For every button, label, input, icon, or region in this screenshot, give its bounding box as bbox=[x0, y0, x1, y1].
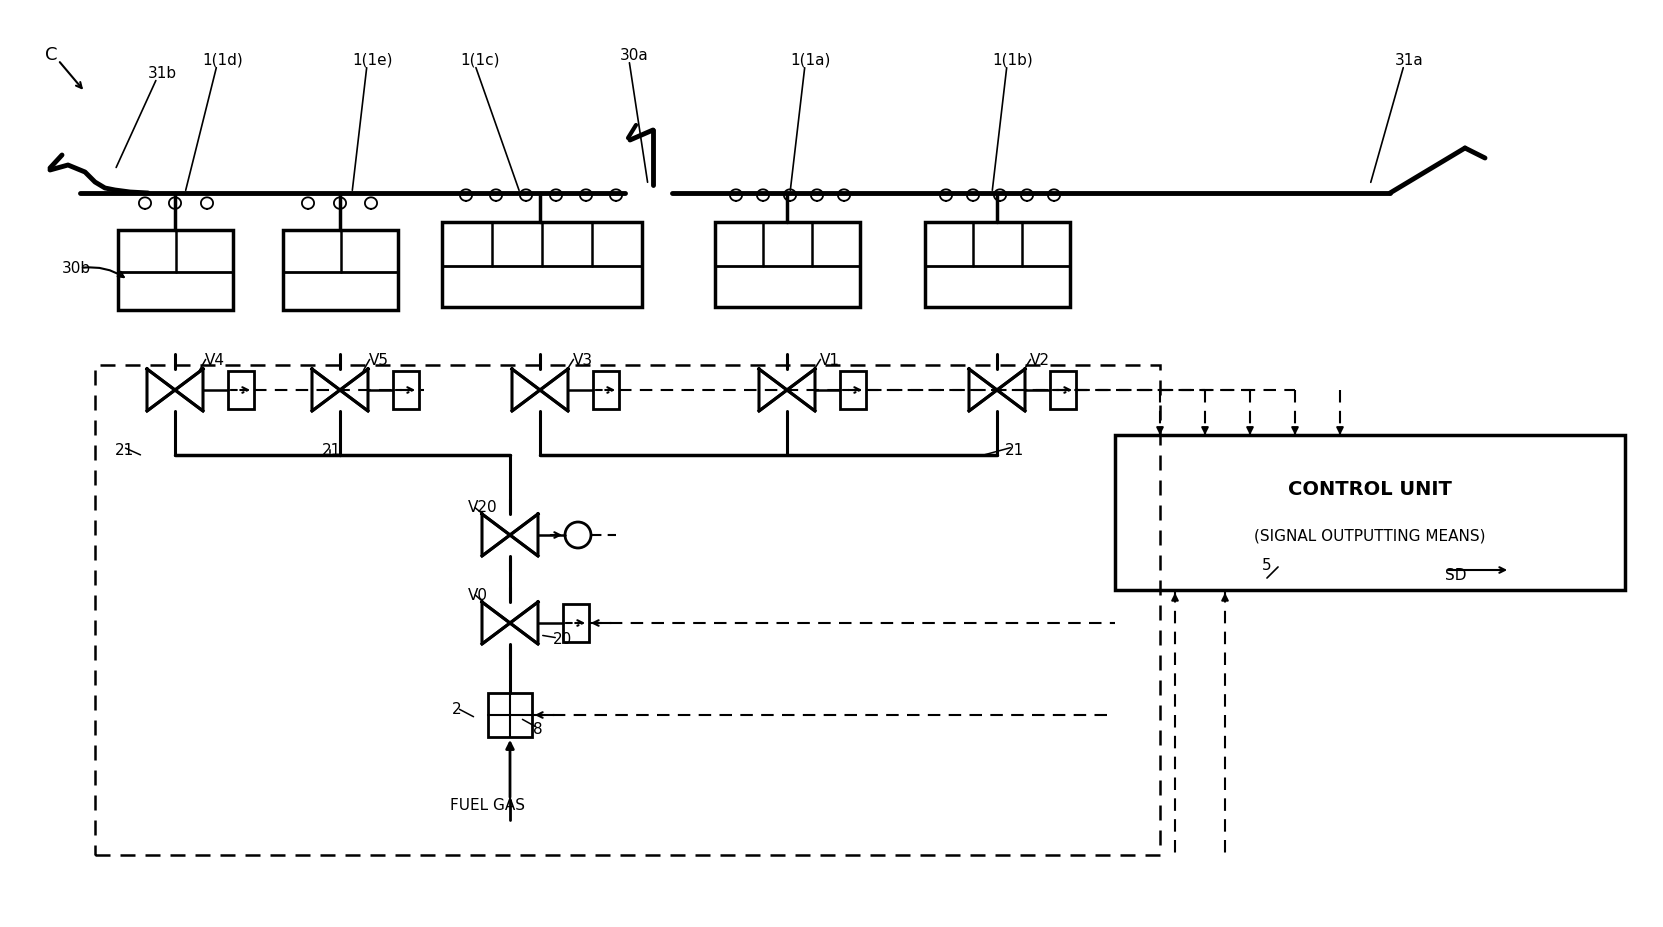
Bar bbox=[1049, 371, 1076, 409]
Bar bbox=[594, 371, 619, 409]
Text: 31a: 31a bbox=[1395, 53, 1424, 68]
Text: 30a: 30a bbox=[620, 47, 649, 62]
Text: C: C bbox=[45, 46, 58, 64]
Text: V0: V0 bbox=[467, 588, 487, 603]
Bar bbox=[95, 365, 1161, 855]
Text: CONTROL UNIT: CONTROL UNIT bbox=[1289, 480, 1452, 499]
Bar bbox=[1114, 435, 1625, 590]
Text: 5: 5 bbox=[1262, 557, 1272, 573]
Bar bbox=[228, 371, 254, 409]
Text: V20: V20 bbox=[467, 501, 497, 515]
Text: V1: V1 bbox=[820, 352, 840, 367]
Bar bbox=[392, 371, 419, 409]
Bar bbox=[442, 222, 642, 307]
Text: 1(1b): 1(1b) bbox=[993, 53, 1033, 68]
Text: 30b: 30b bbox=[62, 260, 91, 275]
Text: 8: 8 bbox=[534, 722, 542, 738]
Bar bbox=[283, 230, 397, 310]
Text: 21: 21 bbox=[115, 442, 135, 458]
Text: SD: SD bbox=[1445, 567, 1467, 582]
Text: V3: V3 bbox=[574, 352, 594, 367]
Text: 21: 21 bbox=[1004, 442, 1024, 458]
Text: FUEL GAS: FUEL GAS bbox=[451, 797, 526, 812]
Text: (SIGNAL OUTPUTTING MEANS): (SIGNAL OUTPUTTING MEANS) bbox=[1254, 528, 1485, 543]
Text: 21: 21 bbox=[323, 442, 341, 458]
Text: V5: V5 bbox=[369, 352, 389, 367]
Bar bbox=[118, 230, 233, 310]
Text: V4: V4 bbox=[205, 352, 225, 367]
Bar bbox=[564, 604, 589, 642]
Text: 1(1c): 1(1c) bbox=[461, 53, 499, 68]
Text: 1(1a): 1(1a) bbox=[790, 53, 830, 68]
Bar bbox=[487, 693, 532, 737]
Text: V2: V2 bbox=[1029, 352, 1049, 367]
Text: 20: 20 bbox=[554, 632, 572, 647]
Bar bbox=[840, 371, 866, 409]
Text: 1(1e): 1(1e) bbox=[353, 53, 392, 68]
Bar bbox=[715, 222, 860, 307]
Bar bbox=[925, 222, 1069, 307]
Text: 1(1d): 1(1d) bbox=[201, 53, 243, 68]
Text: 31b: 31b bbox=[148, 66, 178, 81]
Text: 2: 2 bbox=[452, 703, 462, 717]
